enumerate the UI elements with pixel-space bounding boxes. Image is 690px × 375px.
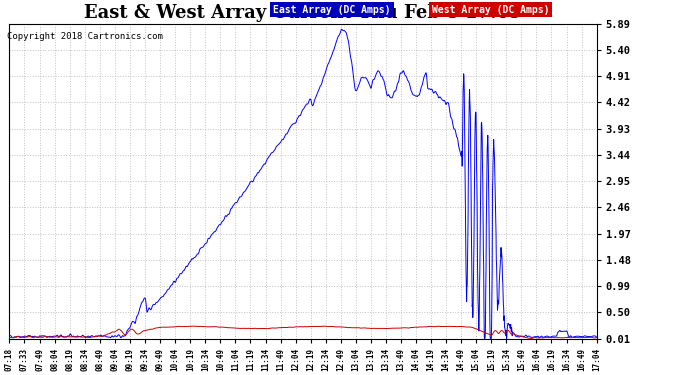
Text: West Array (DC Amps): West Array (DC Amps) xyxy=(432,4,549,15)
Text: East Array (DC Amps): East Array (DC Amps) xyxy=(273,4,391,15)
Text: Copyright 2018 Cartronics.com: Copyright 2018 Cartronics.com xyxy=(7,32,163,41)
Title: East & West Array Current Thu Feb 8 17:09: East & West Array Current Thu Feb 8 17:0… xyxy=(83,4,522,22)
